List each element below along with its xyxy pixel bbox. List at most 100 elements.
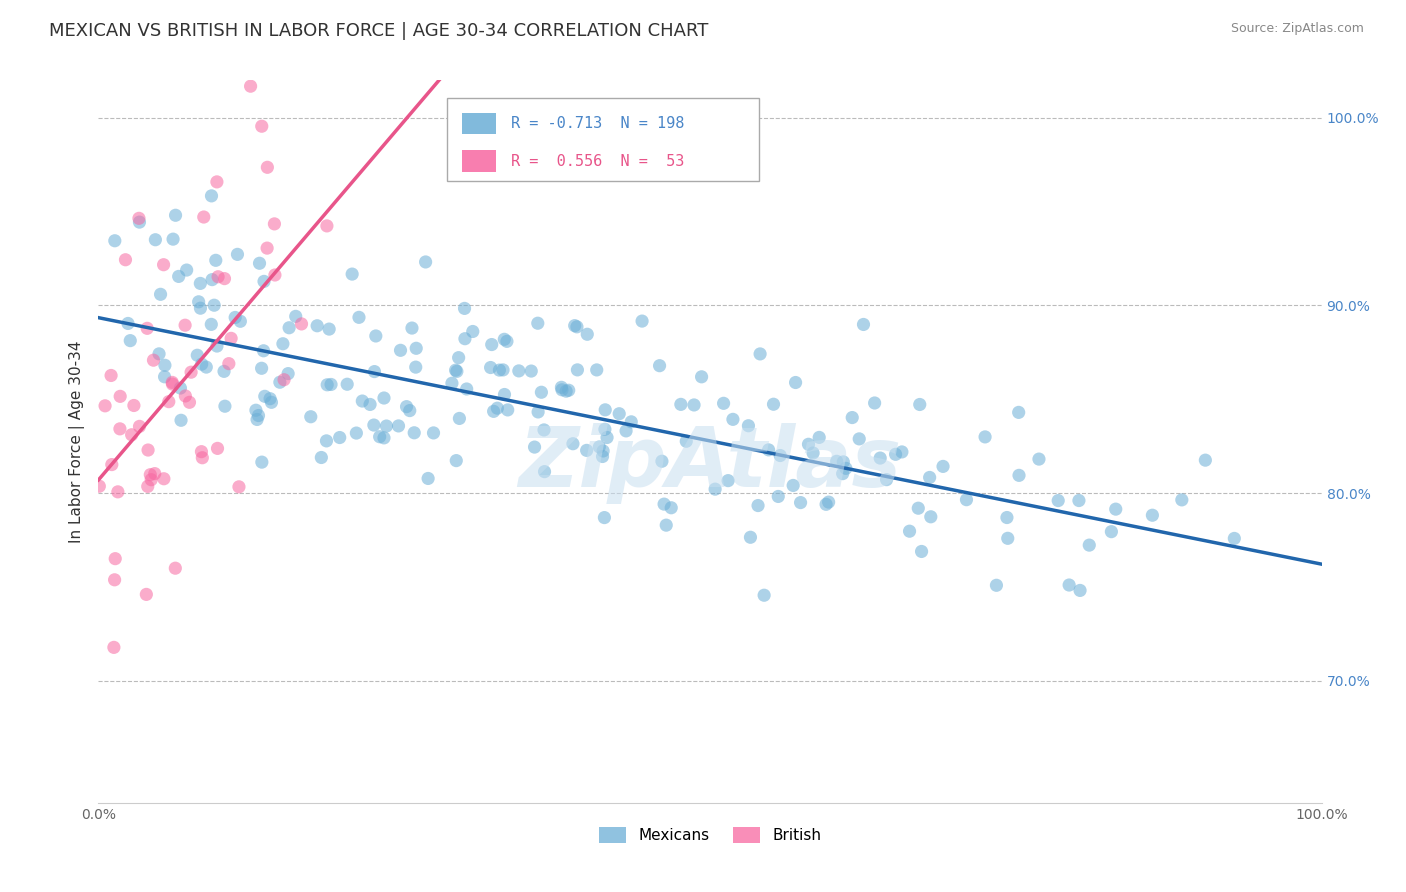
Point [153, 369, 176, 384]
FancyBboxPatch shape [461, 151, 496, 172]
Point [508, 364, 530, 378]
Point [162, 232, 184, 246]
Point [690, 369, 713, 384]
Point [205, 339, 228, 353]
Point [404, 425, 426, 440]
Point [920, 509, 942, 524]
Point [340, 267, 363, 281]
Point [190, 357, 212, 371]
Point [212, 364, 235, 378]
Point [128, 211, 150, 226]
Point [785, 376, 807, 390]
FancyBboxPatch shape [447, 98, 759, 181]
Point [1069, 583, 1091, 598]
Point [329, 431, 352, 445]
Point [224, 310, 246, 325]
Point [101, 458, 124, 472]
Point [143, 467, 166, 481]
Point [567, 363, 589, 377]
Point [245, 403, 267, 417]
Point [446, 453, 468, 467]
Point [259, 392, 281, 406]
Point [201, 272, 224, 286]
Point [713, 396, 735, 410]
Point [128, 419, 150, 434]
Point [648, 359, 671, 373]
Point [186, 348, 208, 362]
Point [440, 376, 463, 391]
Point [1171, 492, 1194, 507]
Point [801, 446, 824, 460]
Point [107, 484, 129, 499]
Point [162, 376, 184, 390]
Point [496, 403, 519, 417]
Point [669, 397, 692, 411]
Point [135, 587, 157, 601]
Point [1223, 532, 1246, 546]
Text: R = -0.713  N = 198: R = -0.713 N = 198 [510, 116, 685, 131]
Point [260, 395, 283, 409]
FancyBboxPatch shape [461, 112, 496, 135]
Text: ZipAtlas: ZipAtlas [519, 423, 901, 504]
Point [910, 544, 932, 558]
Point [762, 397, 785, 411]
Point [401, 321, 423, 335]
Point [165, 208, 187, 222]
Point [533, 465, 555, 479]
Legend: Mexicans, British: Mexicans, British [593, 822, 827, 849]
Point [187, 294, 209, 309]
Point [768, 490, 790, 504]
Point [520, 364, 543, 378]
Point [364, 329, 387, 343]
Point [683, 398, 706, 412]
Point [344, 426, 367, 441]
Point [789, 495, 811, 509]
Point [250, 120, 273, 134]
Point [446, 364, 468, 378]
Point [405, 360, 427, 375]
Point [530, 385, 553, 400]
Point [551, 383, 574, 397]
Point [136, 443, 159, 458]
Point [876, 473, 898, 487]
Point [253, 274, 276, 288]
Point [263, 217, 285, 231]
Point [808, 430, 831, 444]
Point [94, 399, 117, 413]
Point [103, 640, 125, 655]
Point [555, 384, 578, 399]
Point [104, 551, 127, 566]
Point [1099, 524, 1122, 539]
Point [447, 351, 470, 365]
Point [152, 258, 174, 272]
Point [456, 382, 478, 396]
Point [174, 318, 197, 333]
Point [256, 161, 278, 175]
Point [651, 454, 673, 468]
Point [359, 397, 381, 411]
Point [368, 430, 391, 444]
Text: R =  0.556  N =  53: R = 0.556 N = 53 [510, 153, 685, 169]
Point [153, 472, 176, 486]
Point [193, 210, 215, 224]
Point [835, 461, 858, 475]
Point [311, 450, 333, 465]
Point [219, 331, 242, 345]
Point [592, 450, 614, 464]
Point [422, 425, 444, 440]
Point [256, 241, 278, 255]
Point [167, 269, 190, 284]
Point [1067, 493, 1090, 508]
Point [200, 189, 222, 203]
Point [190, 301, 212, 316]
Point [318, 322, 340, 336]
Point [533, 423, 555, 437]
Point [395, 400, 418, 414]
Point [444, 363, 467, 377]
Point [675, 434, 697, 449]
Point [955, 492, 977, 507]
Point [1008, 405, 1031, 419]
Point [214, 271, 236, 285]
Point [607, 407, 630, 421]
Point [482, 404, 505, 418]
